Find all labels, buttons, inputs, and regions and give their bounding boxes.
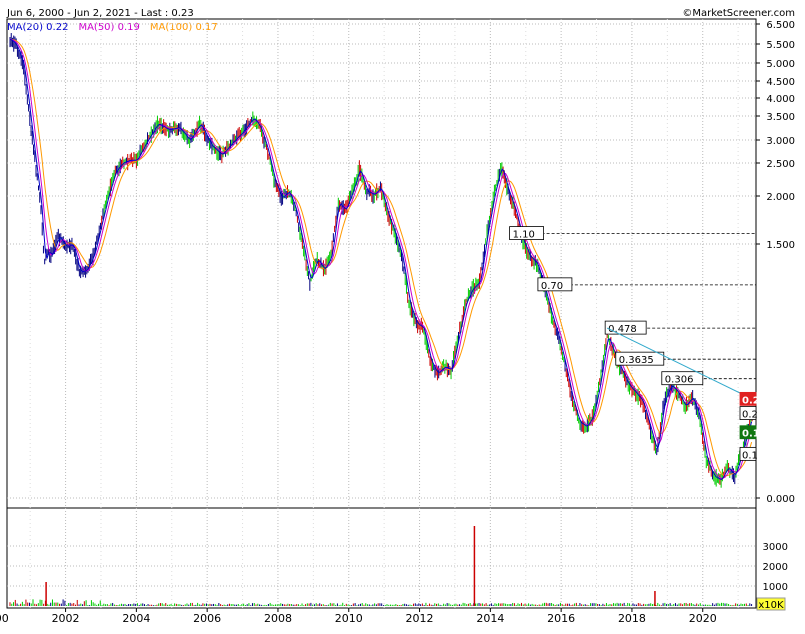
copyright-label: ©MarketScreener.com — [682, 8, 795, 19]
volume-unit-label: x10K — [758, 600, 784, 611]
level-label: 0.70 — [541, 281, 563, 292]
ma100-line — [9, 38, 753, 477]
level-label: 0.306 — [665, 375, 694, 386]
x-tick-label: 2002 — [52, 612, 80, 625]
x-tick-label: 2020 — [689, 612, 717, 625]
right-value-label: 0.1 — [742, 450, 758, 461]
x-tick-label: 2014 — [476, 612, 504, 625]
right-value-box — [739, 391, 757, 406]
y-tick-label: 0.000 — [766, 494, 795, 505]
x-tick-label: 2008 — [264, 612, 292, 625]
y-tick-label: 3.000 — [766, 136, 795, 147]
ma20-line — [9, 38, 753, 480]
level-label-box — [509, 226, 544, 240]
price-series — [9, 33, 753, 488]
right-value-label: 0.2 — [742, 395, 760, 406]
volume-tick-label: 3000 — [763, 542, 788, 553]
x-tick-label: 2004 — [122, 612, 150, 625]
trendline — [606, 327, 754, 400]
y-tick-label: 1.500 — [766, 240, 795, 251]
level-label-box — [604, 320, 647, 335]
y-tick-label: 5.000 — [766, 59, 795, 70]
y-tick-label: 6.500 — [766, 20, 795, 31]
level-label-box — [661, 371, 704, 386]
level-label: 0.3635 — [619, 355, 654, 366]
date-range-title: Jun 6, 2000 - Jun 2, 2021 - Last : 0.23 — [6, 8, 194, 19]
right-value-box — [739, 406, 757, 420]
volume-bars — [9, 526, 753, 606]
price-plot-frame — [6, 18, 757, 509]
y-tick-label: 4.000 — [766, 94, 795, 105]
level-label: 0.478 — [608, 324, 637, 335]
legend: MA(20) 0.22 MA(50) 0.19 MA(100) 0.17 — [7, 22, 218, 33]
grid — [7, 19, 756, 608]
x-tick-label: 2010 — [335, 612, 363, 625]
legend-item-1: MA(50) 0.19 — [78, 22, 139, 33]
volume-tick-label: 2000 — [763, 562, 788, 573]
x-tick-label: 2006 — [193, 612, 221, 625]
level-label-box — [537, 277, 573, 292]
right-value-label: 0.1 — [742, 429, 760, 440]
x-tick-label: 2000 — [0, 612, 9, 625]
x-tick-label: 2016 — [547, 612, 575, 625]
y-tick-label: 4.500 — [766, 77, 795, 88]
volume-unit-badge — [756, 597, 786, 611]
right-value-box — [739, 425, 757, 440]
y-tick-label: 2.500 — [766, 159, 795, 170]
right-value-label: 0.2 — [742, 410, 758, 421]
volume-plot-frame — [6, 507, 757, 609]
y-tick-label: 3.500 — [766, 112, 795, 123]
price-levels: 1.10 0.70 0.478 0.3635 0.306 0.2 0.2 0.1 0.1 — [509, 226, 760, 461]
legend-item-0: MA(20) 0.22 — [7, 22, 68, 33]
right-value-box — [739, 446, 757, 461]
level-label: 1.10 — [513, 230, 535, 241]
legend-item-2: MA(100) 0.17 — [150, 22, 218, 33]
axes: 6.500 5.500 5.000 4.500 4.000 3.500 3.000 2.500… — [0, 20, 795, 625]
ma50-line — [9, 38, 753, 479]
volume-tick-label: 1000 — [763, 582, 788, 593]
y-tick-label: 2.000 — [766, 192, 795, 203]
x-tick-label: 2012 — [406, 612, 434, 625]
y-tick-label: 5.500 — [766, 40, 795, 51]
x-tick-label: 2018 — [618, 612, 646, 625]
level-label-box — [615, 351, 665, 366]
